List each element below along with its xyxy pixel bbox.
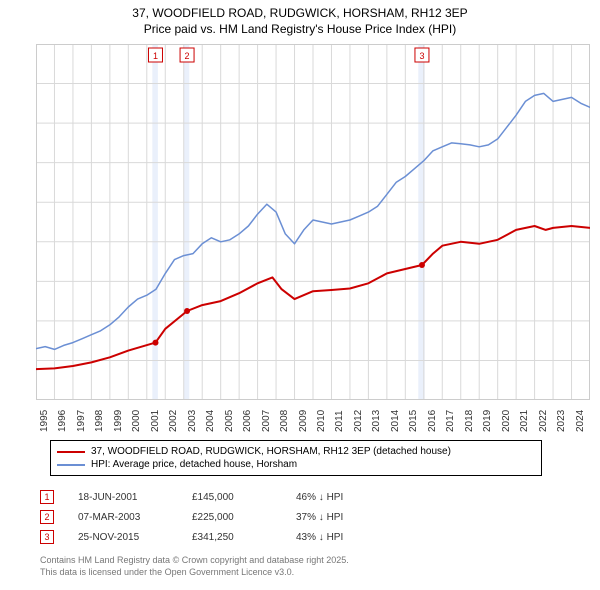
legend-swatch (57, 451, 85, 453)
x-tick-label: 2016 (427, 410, 438, 432)
x-tick-label: 2012 (353, 410, 364, 432)
x-tick-label: 1999 (113, 410, 124, 432)
sale-diff: 43% ↓ HPI (296, 532, 386, 543)
x-tick-label: 2002 (168, 410, 179, 432)
x-tick-label: 2011 (334, 410, 345, 432)
title-address: 37, WOODFIELD ROAD, RUDGWICK, HORSHAM, R… (10, 6, 590, 22)
x-tick-label: 2019 (482, 410, 493, 432)
sale-diff: 37% ↓ HPI (296, 512, 386, 523)
x-tick-label: 2023 (556, 410, 567, 432)
x-tick-label: 2014 (390, 410, 401, 432)
legend-label: 37, WOODFIELD ROAD, RUDGWICK, HORSHAM, R… (91, 446, 451, 457)
x-tick-label: 2009 (298, 410, 309, 432)
legend-item: HPI: Average price, detached house, Hors… (57, 458, 535, 471)
x-tick-label: 1997 (76, 410, 87, 432)
x-tick-label: 2006 (242, 410, 253, 432)
sale-date: 25-NOV-2015 (78, 532, 168, 543)
x-tick-label: 2022 (538, 410, 549, 432)
sale-price: £145,000 (192, 492, 272, 503)
x-tick-label: 2001 (150, 410, 161, 432)
svg-text:2: 2 (185, 51, 190, 61)
sale-marker: 3 (40, 530, 54, 544)
y-axis: £0£100K£200K£300K£400K£500K£600K£700K£80… (0, 38, 34, 394)
x-tick-label: 2021 (519, 410, 530, 432)
sale-date: 07-MAR-2003 (78, 512, 168, 523)
chart-svg: 1 2 3 (36, 44, 590, 400)
x-tick-label: 2008 (279, 410, 290, 432)
x-tick-label: 2004 (205, 410, 216, 432)
sale-price: £225,000 (192, 512, 272, 523)
sales-table: 1 18-JUN-2001 £145,000 46% ↓ HPI 2 07-MAR-200… (40, 490, 560, 550)
x-tick-label: 2020 (501, 410, 512, 432)
title-subtitle: Price paid vs. HM Land Registry's House … (10, 22, 590, 38)
footer: Contains HM Land Registry data © Crown c… (40, 555, 349, 578)
footer-line1: Contains HM Land Registry data © Crown c… (40, 555, 349, 567)
x-tick-label: 1996 (57, 410, 68, 432)
x-tick-label: 2017 (445, 410, 456, 432)
x-tick-label: 2010 (316, 410, 327, 432)
sale-marker: 2 (40, 510, 54, 524)
sale-diff: 46% ↓ HPI (296, 492, 386, 503)
x-axis: 1995 1996 1997 1998 1999 2000 2001 2002 2003 2004… (36, 402, 590, 442)
chart-title: 37, WOODFIELD ROAD, RUDGWICK, HORSHAM, R… (0, 0, 600, 39)
svg-text:3: 3 (419, 51, 424, 61)
sale-row: 2 07-MAR-2003 £225,000 37% ↓ HPI (40, 510, 560, 524)
legend-label: HPI: Average price, detached house, Hors… (91, 459, 297, 470)
sale-date: 18-JUN-2001 (78, 492, 168, 503)
sale-row: 1 18-JUN-2001 £145,000 46% ↓ HPI (40, 490, 560, 504)
x-tick-label: 2007 (261, 410, 272, 432)
x-tick-label: 2005 (224, 410, 235, 432)
x-tick-label: 1995 (39, 410, 50, 432)
sale-price: £341,250 (192, 532, 272, 543)
x-tick-label: 2013 (371, 410, 382, 432)
x-tick-label: 2018 (464, 410, 475, 432)
legend: 37, WOODFIELD ROAD, RUDGWICK, HORSHAM, R… (50, 440, 542, 476)
sale-marker: 1 (40, 490, 54, 504)
chart-container: 37, WOODFIELD ROAD, RUDGWICK, HORSHAM, R… (0, 0, 600, 590)
x-tick-label: 2003 (187, 410, 198, 432)
x-tick-label: 2015 (408, 410, 419, 432)
footer-line2: This data is licensed under the Open Gov… (40, 567, 349, 579)
svg-text:1: 1 (153, 51, 158, 61)
sale-row: 3 25-NOV-2015 £341,250 43% ↓ HPI (40, 530, 560, 544)
x-tick-label: 2024 (575, 410, 586, 432)
x-tick-label: 1998 (94, 410, 105, 432)
legend-swatch (57, 464, 85, 466)
plot-area: 1 2 3 (36, 44, 590, 400)
x-tick-label: 2000 (131, 410, 142, 432)
legend-item: 37, WOODFIELD ROAD, RUDGWICK, HORSHAM, R… (57, 445, 535, 458)
